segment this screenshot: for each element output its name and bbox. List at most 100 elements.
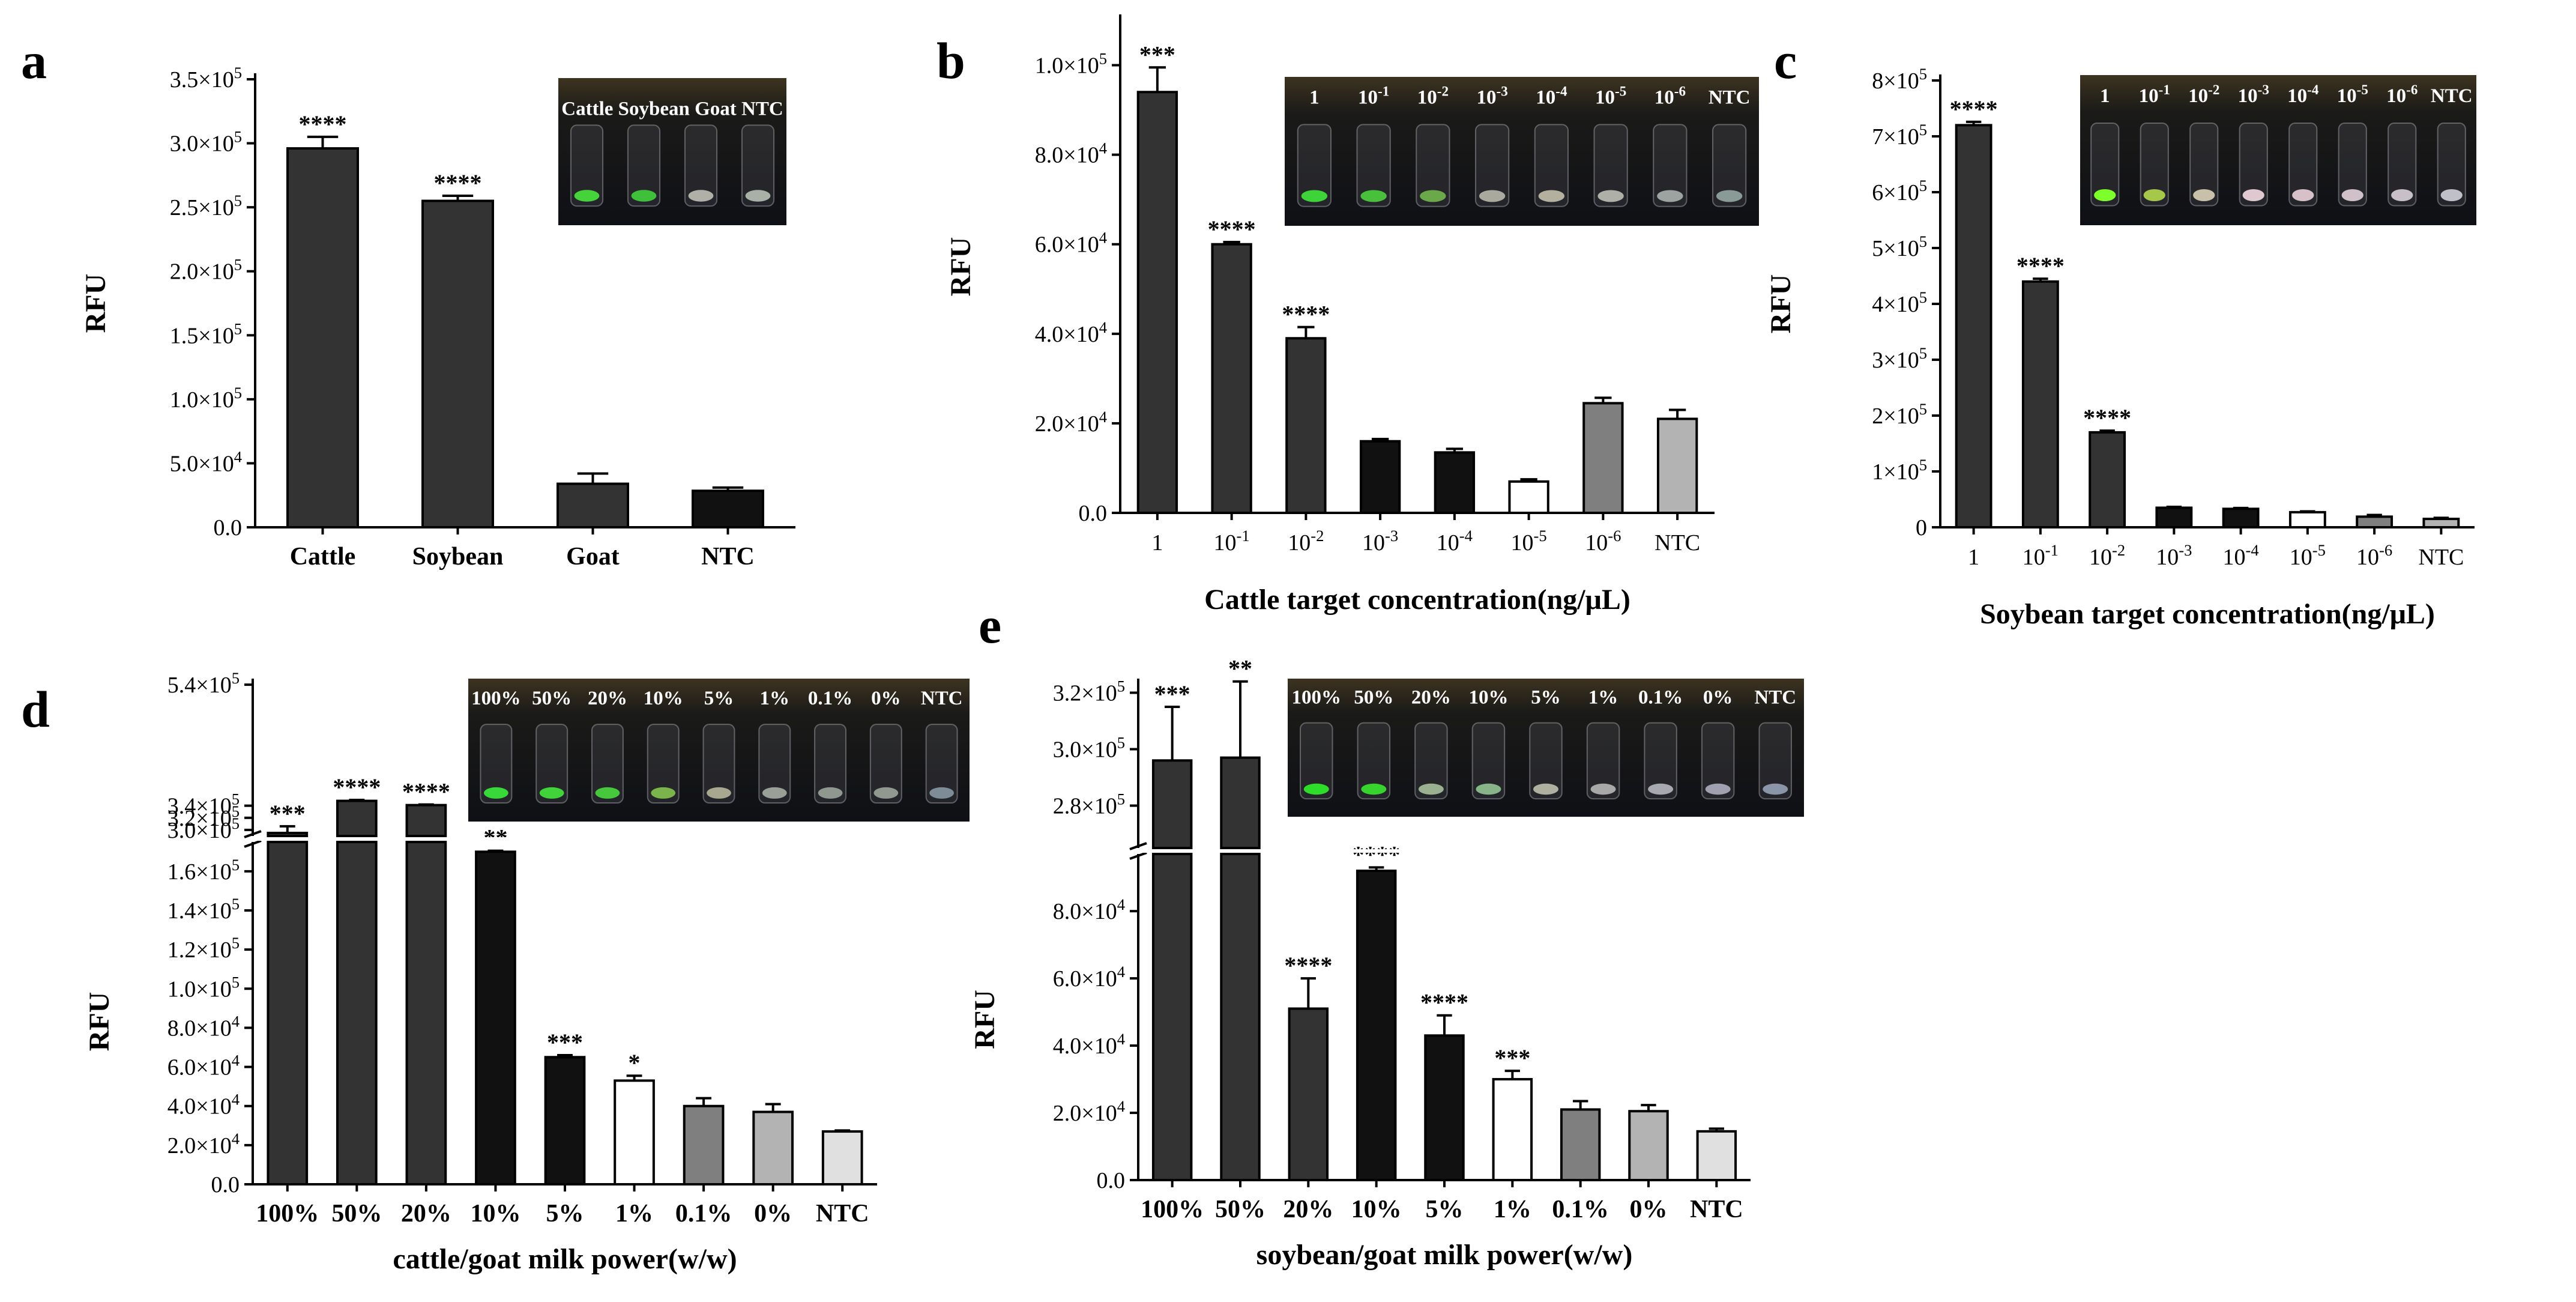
tube [814, 724, 847, 804]
y-tick-label: 4.0×104 [1053, 1030, 1125, 1059]
x-tick-label: Cattle [290, 543, 356, 571]
photo-label: 5% [704, 688, 734, 709]
bar-20%-lower [405, 841, 447, 1185]
bar-0.1% [1560, 1108, 1601, 1182]
bar-1% [1492, 1078, 1533, 1182]
tube [2140, 123, 2169, 207]
x-tick-label: NTC [1690, 1196, 1743, 1223]
y-tick-label: 5×105 [1872, 232, 1927, 261]
tube [591, 724, 624, 804]
y-tick-label: 3.0×105 [170, 128, 242, 157]
y-tick-label: 2.5×105 [170, 192, 242, 220]
significance-marker: **** [402, 778, 450, 805]
tube-liquid [2391, 189, 2413, 201]
photo-label: 10% [1468, 686, 1508, 708]
tube-liquid [2341, 189, 2363, 201]
x-tick-label: 20% [401, 1200, 451, 1228]
y-axis-label: RFU [1765, 274, 1797, 334]
error-bar [279, 825, 295, 833]
y-tick-label: 3.5×105 [170, 64, 242, 92]
y-tick-label: 6×105 [1872, 177, 1927, 205]
error-bar [1148, 66, 1166, 92]
bar-10^-1 [2021, 280, 2059, 528]
tube-liquid [762, 787, 787, 799]
bar-10^-2 [1285, 337, 1327, 514]
error-bar [1371, 438, 1389, 441]
photo-label: 0% [1703, 686, 1733, 708]
tube [1586, 722, 1620, 800]
photo-label: 10-2 [1417, 83, 1449, 109]
bar-50%-lower [1220, 853, 1261, 1181]
axis-break-band [1141, 849, 1751, 853]
tube-liquid [1476, 783, 1501, 795]
bar-0% [1628, 1110, 1669, 1182]
x-tick-label: 50% [1215, 1196, 1265, 1223]
y-axis-label: RFU [945, 237, 977, 297]
x-tick-label: NTC [816, 1200, 869, 1228]
error-bar [1164, 706, 1180, 761]
y-axis-label: RFU [83, 992, 115, 1052]
y-tick-label: 6.0×104 [1035, 229, 1107, 258]
y-tick-label: 1.2×105 [167, 934, 240, 963]
bar-10^-6 [1582, 402, 1624, 515]
significance-marker: **** [1353, 841, 1401, 868]
error-bar [712, 486, 744, 491]
x-tick-label: 0.1% [675, 1200, 732, 1228]
tube-liquid [745, 190, 771, 202]
bar-10^-6 [2356, 515, 2394, 529]
significance-marker: **** [2016, 252, 2065, 279]
x-tick-label: 10-3 [1362, 527, 1398, 556]
x-tick-label: 10-6 [2356, 541, 2392, 570]
x-tick-label: 1% [615, 1200, 653, 1228]
y-tick-label: 1.0×105 [1035, 50, 1107, 79]
error-bar [2099, 429, 2115, 432]
significance-marker: **** [1420, 989, 1468, 1016]
photo-label: 10% [644, 688, 683, 709]
photo-label: Cattle Soybean Goat NTC [561, 98, 783, 120]
x-tick-label: 10-3 [2156, 541, 2192, 570]
x-tick-label: Goat [566, 543, 620, 571]
y-tick-label: 8.0×104 [1053, 895, 1125, 924]
bar-1 [1955, 124, 1992, 528]
tube [1529, 722, 1563, 800]
bar-10^-5 [1508, 480, 1549, 514]
photo-label: 5% [1531, 686, 1561, 708]
tube-liquid [1597, 190, 1624, 202]
tube-liquid [483, 787, 508, 799]
tube [1593, 124, 1628, 207]
y-tick-label: 8.0×104 [1035, 139, 1107, 168]
error-bar [1572, 1100, 1588, 1110]
error-bar [1668, 408, 1686, 419]
error-bar [1446, 447, 1464, 453]
x-tick-label: 10-2 [2089, 541, 2125, 570]
y-tick-label: 7×105 [1872, 121, 1927, 150]
y-tick-label: 8.0×104 [167, 1012, 240, 1041]
y-tick-label: 0.0 [1079, 501, 1108, 526]
tube-liquid [1360, 190, 1387, 202]
tube-liquid [2094, 189, 2116, 201]
error-bar [1297, 326, 1315, 339]
error-bar [442, 194, 474, 201]
tube-liquid [929, 787, 955, 799]
y-axis-label: RFU [80, 274, 112, 333]
tube-liquid [1657, 190, 1683, 202]
tube [758, 724, 791, 804]
bar-1 [1136, 91, 1178, 515]
panel-label: b [937, 32, 965, 89]
error-bar [557, 1054, 573, 1058]
significance-marker: *** [270, 800, 306, 827]
photo-label: NTC [2431, 85, 2473, 107]
tube-liquid [2292, 189, 2314, 201]
significance-marker: * [629, 1049, 641, 1076]
error-bar [1232, 680, 1248, 758]
tube-liquid [707, 787, 731, 799]
tube-photo-a: Cattle Soybean Goat NTC [558, 78, 786, 225]
x-tick-label: 10-2 [1288, 527, 1324, 556]
bar-10^-2 [2089, 431, 2126, 529]
x-tick-label: 10-4 [1437, 527, 1473, 556]
bar-10^-1 [1211, 243, 1252, 514]
bar-100%-upper [1151, 759, 1193, 850]
error-bar [2433, 516, 2449, 519]
photo-label: 0.1% [1638, 686, 1683, 708]
error-bar [2366, 513, 2382, 517]
